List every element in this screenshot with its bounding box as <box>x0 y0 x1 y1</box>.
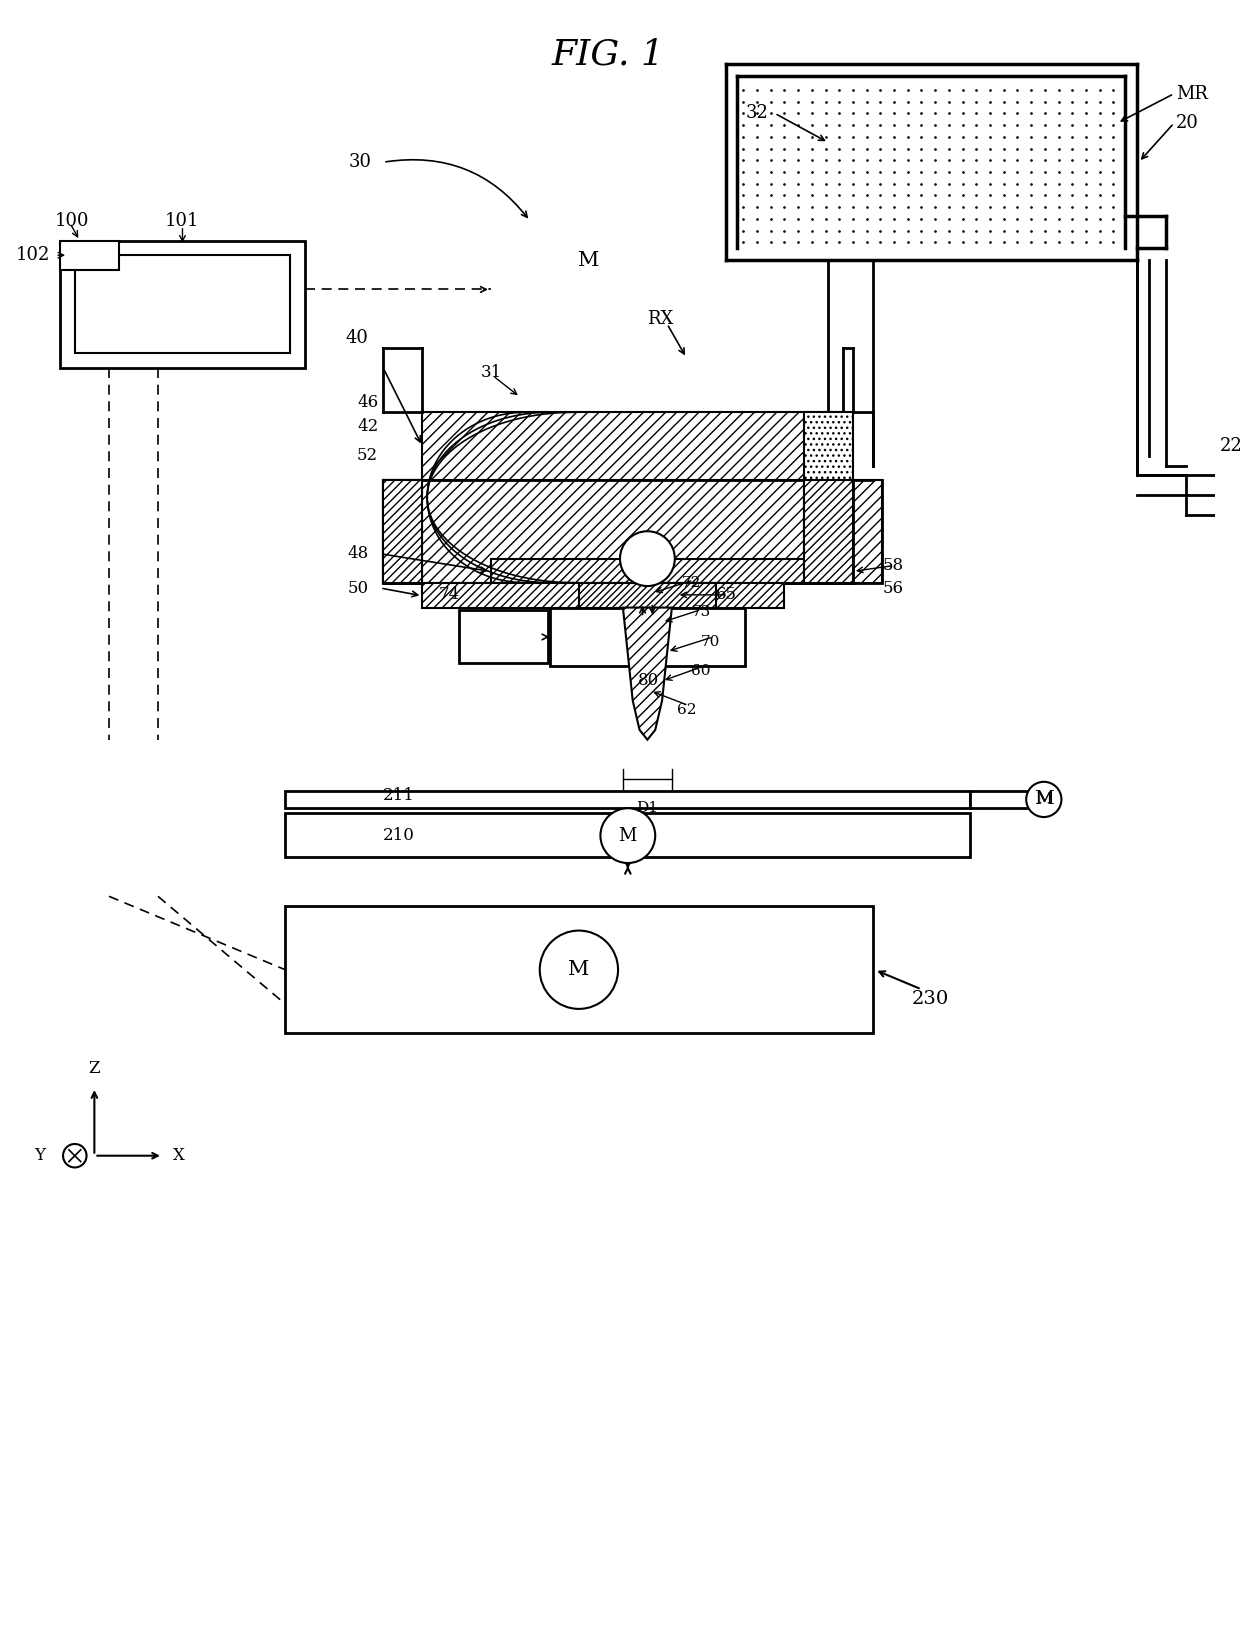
Bar <box>491 559 804 583</box>
Text: 31: 31 <box>481 364 502 382</box>
Text: 60: 60 <box>692 663 711 678</box>
Text: 211: 211 <box>383 786 415 804</box>
Text: 50: 50 <box>347 580 368 596</box>
Bar <box>579 583 715 608</box>
Text: 72: 72 <box>682 577 701 590</box>
Text: D1: D1 <box>636 801 658 816</box>
Text: 20: 20 <box>1176 115 1199 133</box>
Circle shape <box>620 531 675 586</box>
Bar <box>74 256 290 354</box>
Text: M: M <box>619 827 637 845</box>
Text: Z: Z <box>88 1060 100 1078</box>
Bar <box>549 608 745 667</box>
Bar <box>804 480 853 583</box>
Text: 230: 230 <box>911 989 949 1007</box>
Text: M: M <box>578 251 599 270</box>
Text: 100: 100 <box>56 211 89 229</box>
Bar <box>60 241 305 369</box>
Text: 40: 40 <box>346 329 368 347</box>
Text: 58: 58 <box>883 557 904 573</box>
Text: X: X <box>172 1147 185 1165</box>
Bar <box>383 480 423 583</box>
Text: 52: 52 <box>357 447 378 464</box>
Bar <box>285 791 971 808</box>
Text: Y: Y <box>35 1147 46 1165</box>
Text: 22: 22 <box>1220 437 1240 455</box>
Text: 62: 62 <box>677 703 697 717</box>
Circle shape <box>600 808 655 863</box>
Text: M: M <box>1035 793 1052 806</box>
Text: 101: 101 <box>165 211 200 229</box>
Text: 70: 70 <box>702 636 720 649</box>
Bar <box>383 480 883 583</box>
Bar <box>423 411 843 480</box>
Text: 48: 48 <box>347 545 368 562</box>
Text: 210: 210 <box>383 827 415 844</box>
Circle shape <box>539 930 618 1009</box>
Circle shape <box>1027 781 1061 817</box>
Text: 73: 73 <box>692 606 711 619</box>
Text: 42: 42 <box>357 418 378 436</box>
Text: 30: 30 <box>348 154 372 172</box>
Bar <box>383 480 423 583</box>
Bar <box>804 411 853 583</box>
Text: M: M <box>1034 791 1054 809</box>
Text: 80: 80 <box>637 673 658 690</box>
Bar <box>383 480 883 583</box>
Text: M: M <box>568 960 589 980</box>
Circle shape <box>63 1143 87 1168</box>
Bar <box>285 812 971 857</box>
Bar <box>285 906 873 1034</box>
Bar <box>618 578 677 608</box>
Bar <box>423 583 785 608</box>
Text: RX: RX <box>647 310 673 328</box>
Text: FIG. 1: FIG. 1 <box>552 38 665 72</box>
Bar <box>423 411 843 480</box>
Bar <box>971 791 1029 808</box>
Text: 65: 65 <box>715 586 737 603</box>
Bar <box>60 241 119 270</box>
Text: MR: MR <box>1176 85 1208 103</box>
Polygon shape <box>622 608 672 740</box>
Text: 32: 32 <box>745 105 768 123</box>
Text: 56: 56 <box>883 580 903 596</box>
Bar <box>460 609 548 663</box>
Text: 74: 74 <box>439 586 460 603</box>
Text: 102: 102 <box>16 246 51 264</box>
Text: 46: 46 <box>357 393 378 411</box>
